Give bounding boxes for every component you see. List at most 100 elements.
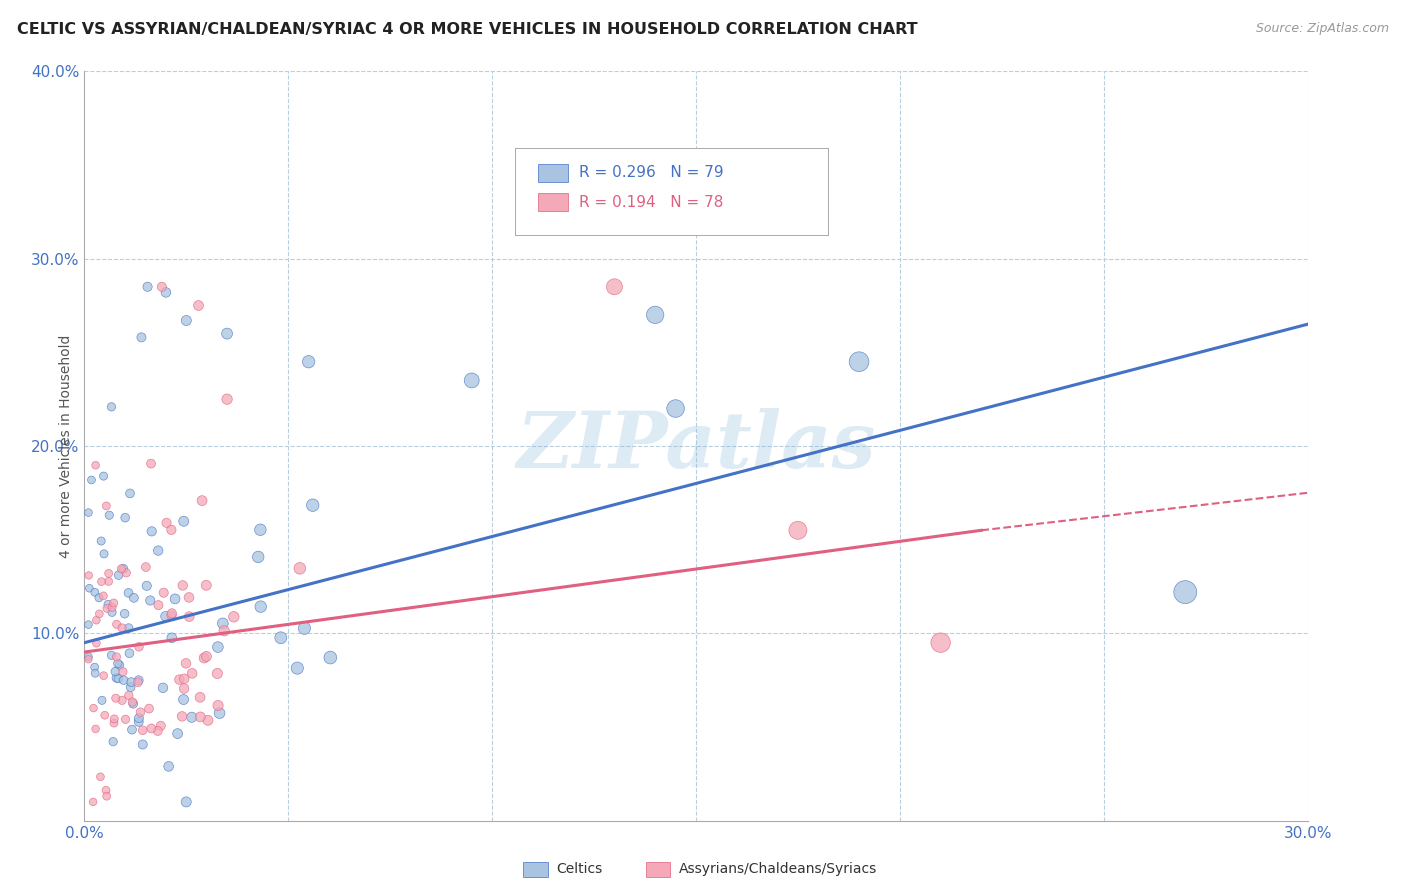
Point: [93, 589, 115, 603]
Point: [217, 392, 239, 407]
Point: [160, 608, 183, 623]
Point: [90, 574, 112, 589]
Point: [86, 636, 108, 650]
Point: [77, 649, 100, 664]
Point: [120, 680, 142, 694]
Point: [165, 591, 187, 606]
Point: [644, 308, 666, 322]
Point: [148, 598, 170, 612]
Point: [174, 657, 197, 671]
Point: [187, 298, 209, 313]
Point: [138, 701, 160, 715]
Point: [129, 705, 152, 719]
Point: [101, 605, 124, 619]
Text: Source: ZipAtlas.com: Source: ZipAtlas.com: [1256, 22, 1389, 36]
Point: [193, 651, 215, 665]
Point: [90, 533, 112, 548]
Point: [155, 285, 177, 300]
Point: [160, 607, 183, 621]
Point: [152, 585, 174, 599]
FancyBboxPatch shape: [645, 862, 671, 877]
Point: [120, 675, 142, 690]
Point: [105, 671, 128, 685]
Point: [118, 486, 141, 500]
Point: [285, 661, 308, 675]
Point: [77, 568, 100, 582]
Point: [111, 693, 134, 707]
Point: [101, 600, 124, 615]
FancyBboxPatch shape: [515, 148, 828, 235]
Point: [107, 672, 129, 686]
Point: [114, 712, 136, 726]
Point: [207, 666, 229, 681]
Point: [83, 660, 105, 674]
Point: [195, 578, 218, 592]
Point: [1174, 585, 1197, 599]
Text: R = 0.194   N = 78: R = 0.194 N = 78: [578, 195, 723, 210]
Point: [169, 673, 191, 687]
Point: [98, 508, 121, 523]
Point: [155, 609, 177, 624]
Point: [122, 697, 145, 711]
Point: [79, 581, 101, 595]
Point: [101, 734, 124, 748]
Point: [211, 616, 233, 631]
Point: [100, 400, 122, 414]
Point: [208, 706, 231, 720]
Point: [207, 698, 229, 713]
Point: [83, 701, 105, 715]
Point: [173, 681, 195, 696]
Point: [170, 709, 193, 723]
Point: [131, 330, 153, 344]
Point: [89, 607, 111, 621]
Point: [121, 695, 143, 709]
Point: [146, 723, 169, 738]
Point: [177, 591, 200, 605]
Point: [173, 672, 195, 686]
Point: [157, 759, 180, 773]
Point: [82, 795, 104, 809]
Point: [181, 666, 204, 681]
Point: [89, 770, 111, 784]
Point: [118, 646, 141, 660]
Text: R = 0.296   N = 79: R = 0.296 N = 79: [578, 165, 723, 180]
Point: [104, 665, 127, 679]
Point: [93, 469, 115, 483]
Text: Celtics: Celtics: [557, 863, 603, 876]
Point: [247, 549, 270, 564]
Point: [141, 524, 163, 539]
Point: [135, 579, 157, 593]
Point: [128, 714, 150, 729]
Point: [97, 566, 120, 581]
Point: [111, 665, 134, 679]
Point: [80, 473, 103, 487]
Point: [84, 722, 107, 736]
Point: [108, 658, 131, 673]
Point: [114, 607, 136, 621]
Point: [107, 568, 129, 582]
Point: [104, 691, 127, 706]
Point: [97, 574, 120, 589]
Point: [87, 591, 110, 605]
Point: [848, 355, 870, 369]
Point: [298, 355, 321, 369]
Point: [100, 648, 122, 663]
Point: [148, 543, 170, 558]
Point: [166, 726, 188, 740]
Point: [103, 712, 125, 726]
Point: [152, 681, 174, 695]
Point: [96, 499, 118, 513]
Point: [270, 631, 292, 645]
Point: [121, 723, 143, 737]
Point: [77, 506, 100, 520]
Point: [83, 585, 105, 599]
Point: [94, 783, 117, 797]
Point: [127, 675, 149, 690]
Point: [114, 510, 136, 524]
FancyBboxPatch shape: [538, 163, 568, 181]
Y-axis label: 4 or more Vehicles in Household: 4 or more Vehicles in Household: [59, 334, 73, 558]
Point: [319, 650, 342, 665]
Point: [96, 601, 118, 615]
Point: [217, 326, 239, 341]
Point: [128, 673, 150, 688]
